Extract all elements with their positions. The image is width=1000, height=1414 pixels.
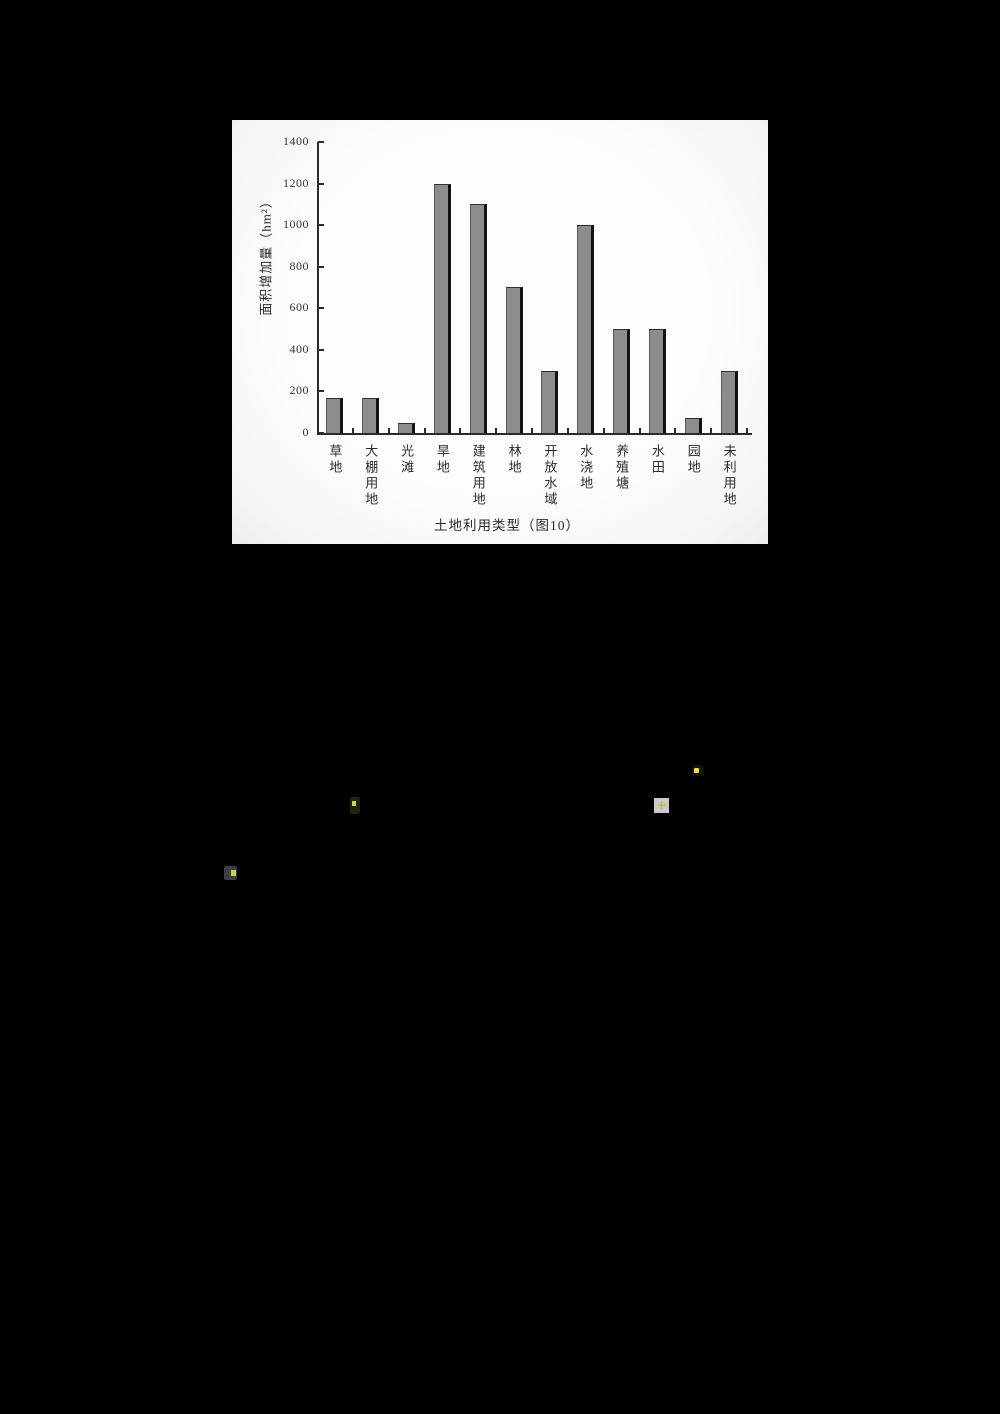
y-tick-mark — [318, 265, 324, 268]
x-tick-mark — [746, 428, 748, 433]
chart-panel: 面积增加量（hm²） 0 200 400 600 800 1000 1200 1400 草地 大棚… — [232, 120, 768, 544]
bar — [505, 287, 523, 433]
x-tick-mark — [566, 428, 569, 433]
y-tick-label: 1000 — [283, 217, 309, 232]
y-tick-label: 1400 — [283, 134, 309, 148]
category-label: 光滩 — [399, 444, 415, 476]
artifact-speck-blob — [224, 866, 237, 880]
x-tick-mark — [459, 428, 462, 433]
bar — [648, 329, 666, 433]
bar — [433, 184, 451, 433]
y-axis-title: 面积增加量（hm²） — [258, 194, 274, 316]
bar — [469, 204, 487, 433]
artifact-dot — [352, 801, 356, 806]
x-tick-mark — [531, 428, 533, 433]
artifact-speck-glyph — [350, 797, 360, 814]
x-tick-mark — [638, 428, 641, 433]
bar — [541, 371, 559, 433]
bar — [684, 418, 702, 433]
y-tick-label: 800 — [289, 258, 309, 273]
bar — [362, 398, 380, 433]
artifact-plus-icon: + — [656, 798, 667, 812]
y-tick-mark — [318, 390, 324, 393]
y-tick-mark — [318, 432, 324, 434]
artifact-speck-box: + — [654, 798, 669, 813]
x-tick-mark — [674, 428, 677, 433]
y-tick-mark — [318, 224, 324, 227]
y-tick-mark — [318, 182, 324, 185]
category-label: 水浇地 — [578, 444, 594, 492]
y-tick-mark — [318, 348, 324, 351]
bar — [720, 371, 738, 433]
category-label: 林地 — [506, 444, 522, 476]
y-tick-label: 1200 — [283, 175, 309, 190]
artifact-dot — [694, 768, 699, 773]
y-axis-line — [317, 142, 319, 435]
x-tick-mark — [351, 428, 354, 433]
artifact-dot — [231, 870, 236, 876]
category-label: 建筑用地 — [470, 444, 486, 508]
x-axis-title: 土地利用类型（图10） — [434, 518, 580, 533]
category-label: 旱地 — [434, 444, 450, 476]
artifact-speck-ring — [692, 765, 704, 776]
y-tick-label: 0 — [302, 425, 309, 439]
x-axis-line — [317, 433, 752, 435]
category-label: 大棚用地 — [363, 444, 379, 508]
y-tick-mark — [318, 307, 324, 310]
category-label: 养殖塘 — [614, 444, 630, 492]
y-tick-mark — [318, 141, 324, 143]
bar — [398, 423, 416, 433]
category-label: 水田 — [649, 444, 665, 476]
x-tick-mark — [495, 428, 498, 433]
category-label: 园地 — [685, 444, 701, 476]
bar — [577, 225, 595, 433]
category-label: 开放水域 — [542, 444, 558, 508]
category-label: 草地 — [327, 444, 343, 476]
category-label: 未利用地 — [721, 444, 737, 508]
x-tick-mark — [387, 428, 390, 433]
y-tick-label: 400 — [289, 341, 309, 356]
x-tick-mark — [710, 428, 713, 433]
bar — [613, 329, 631, 433]
bar — [326, 398, 344, 433]
x-tick-mark — [602, 428, 605, 433]
x-tick-mark — [423, 428, 426, 433]
y-tick-label: 200 — [289, 383, 309, 398]
y-tick-label: 600 — [289, 300, 309, 315]
